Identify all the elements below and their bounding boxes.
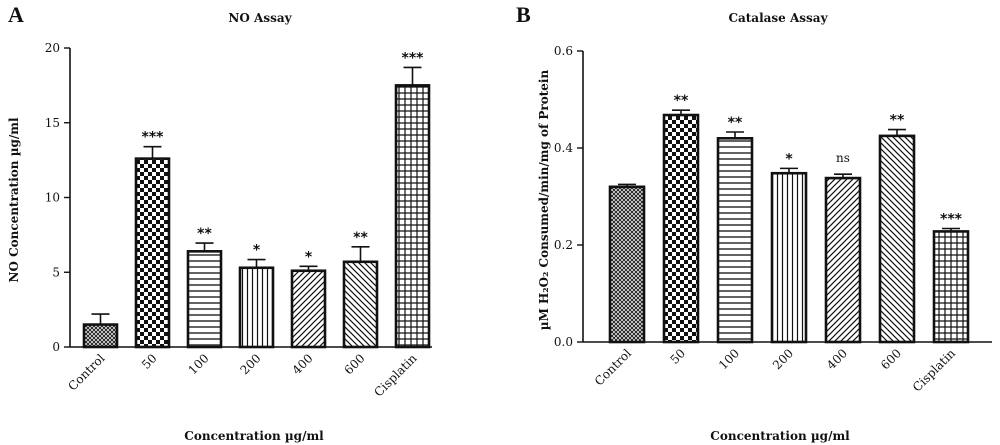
y-tick-label: 15 — [45, 116, 60, 130]
bar — [608, 185, 646, 344]
significance-label: ** — [197, 226, 212, 242]
y-tick-label: 0.6 — [554, 44, 573, 58]
chart-title: NO Assay — [228, 11, 292, 25]
significance-label: ** — [890, 113, 905, 129]
y-axis-label: µM H₂O₂ Consumed/min/mg of Protein — [537, 70, 551, 331]
panel-b: B Catalase Assay 0.0 0.2 0.4 0.6µM H₂O₂ Consu… — [516, 2, 992, 443]
x-tick-label: 100 — [716, 346, 742, 372]
bar — [290, 269, 327, 349]
bar-group: *** Cisplatin — [910, 212, 970, 394]
x-tick-label: 400 — [290, 351, 316, 377]
x-tick-label: 600 — [342, 351, 368, 377]
x-axis-label: Concentration µg/ml — [184, 429, 324, 443]
significance-label: ** — [728, 115, 743, 131]
bar — [238, 266, 275, 349]
x-tick-label: 400 — [824, 346, 850, 372]
bar — [342, 260, 379, 349]
bar-group: *** 50 — [134, 130, 171, 372]
panel-a: A NO Assay 0 5 10 15 20 NO Concentration µg/ml C… — [7, 2, 432, 443]
significance-label: *** — [142, 130, 165, 146]
bar-group: ** 50 — [662, 93, 700, 367]
bar — [716, 137, 754, 344]
bar-group: ** 600 — [878, 113, 916, 372]
y-axis-label: NO Concentration µg/ml — [7, 117, 21, 282]
bar-group: ** 100 — [186, 226, 223, 377]
y-tick-label: 5 — [52, 265, 60, 279]
bar-group: * 400 — [290, 249, 327, 377]
x-tick-label: Cisplatin — [910, 346, 958, 394]
x-tick-label: Cisplatin — [371, 351, 419, 399]
bar — [824, 176, 862, 344]
x-tick-label: 50 — [667, 346, 688, 367]
chart-title: Catalase Assay — [728, 11, 828, 25]
y-tick-label: 0.2 — [554, 238, 573, 252]
bar-group: * 200 — [770, 151, 808, 372]
x-tick-label: 600 — [878, 346, 904, 372]
bar-group: ns 400 — [824, 151, 862, 372]
bar — [662, 113, 700, 344]
y-tick-label: 0.0 — [554, 335, 573, 349]
x-tick-label: 200 — [770, 346, 796, 372]
significance-label: *** — [940, 212, 963, 228]
x-tick-label: 200 — [238, 351, 264, 377]
panel-letter: B — [516, 2, 531, 27]
bar — [932, 230, 970, 344]
significance-label: * — [253, 243, 261, 259]
bar-group: * 200 — [238, 243, 275, 377]
bar-group: Control — [592, 183, 646, 388]
bar-group: Control — [65, 313, 119, 393]
significance-label: ns — [836, 151, 850, 165]
bar — [82, 323, 119, 349]
x-tick-label: Control — [592, 346, 634, 388]
significance-label: * — [305, 249, 313, 265]
bar — [134, 157, 171, 349]
y-tick-label: 0.4 — [554, 141, 573, 155]
bar-group: ** 600 — [342, 230, 379, 377]
y-tick-label: 0 — [52, 340, 60, 354]
x-tick-label: 50 — [139, 351, 160, 372]
bar — [186, 250, 223, 349]
y-tick-label: 10 — [45, 191, 60, 205]
bar — [394, 84, 431, 349]
x-tick-label: Control — [65, 351, 107, 393]
significance-label: ** — [353, 230, 368, 246]
x-tick-label: 100 — [186, 351, 212, 377]
bar — [878, 134, 916, 344]
panel-letter: A — [8, 2, 24, 27]
bar — [770, 171, 808, 344]
significance-label: * — [785, 151, 793, 167]
significance-label: ** — [674, 93, 689, 109]
bar-group: ** 100 — [716, 115, 754, 372]
y-tick-label: 20 — [45, 41, 60, 55]
significance-label: *** — [402, 50, 425, 66]
x-axis-label: Concentration µg/ml — [710, 429, 850, 443]
